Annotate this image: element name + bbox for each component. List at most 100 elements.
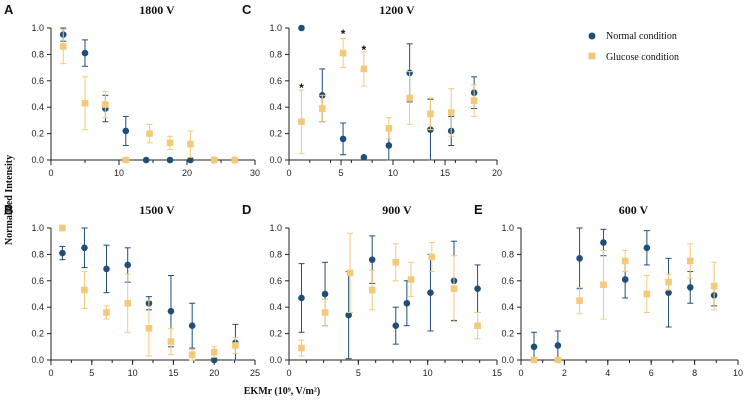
- y-tick-label: 0.6: [31, 276, 44, 286]
- data-point-glucose: [232, 342, 239, 349]
- series-normal: [298, 235, 481, 360]
- data-point-glucose: [167, 338, 175, 345]
- data-point-glucose: [406, 94, 413, 102]
- data-point-glucose: [576, 297, 583, 304]
- significance-marker: *: [362, 43, 367, 57]
- data-point-normal: [530, 343, 538, 351]
- x-tick-label: 6: [649, 368, 654, 378]
- data-point-normal: [81, 244, 88, 252]
- y-tick-label: 0.6: [501, 276, 514, 286]
- panel-d: D 900 V 0.0 0.2 0.4 0.6 0.8 1.0 0 5 10 15: [242, 202, 502, 378]
- data-point-glucose: [474, 322, 481, 329]
- x-tick-label: 10: [733, 368, 743, 378]
- panel-title: 1500 V: [139, 203, 175, 217]
- data-point-normal: [210, 356, 218, 364]
- x-tick-label: 25: [250, 368, 260, 378]
- y-tick-label: 0.6: [269, 76, 282, 86]
- data-point-glucose: [665, 278, 672, 286]
- significance-marker: *: [299, 81, 304, 95]
- y-tick-label: 1.0: [269, 223, 282, 233]
- data-point-normal: [554, 342, 562, 349]
- data-point-glucose: [59, 224, 66, 232]
- data-point-normal: [427, 289, 434, 296]
- x-tick-label: 15: [440, 168, 450, 178]
- data-point-glucose: [187, 140, 194, 148]
- data-point-glucose: [145, 325, 153, 332]
- y-tick-label: 0.6: [269, 276, 282, 286]
- data-point-glucose: [710, 282, 718, 290]
- panel-label: C: [242, 2, 252, 17]
- x-tick-label: 5: [89, 368, 94, 378]
- legend-normal-label: Normal condition: [606, 31, 677, 42]
- data-point-normal: [600, 239, 607, 246]
- data-point-glucose: [339, 49, 347, 57]
- data-point-glucose: [188, 351, 196, 359]
- data-point-glucose: [122, 156, 130, 164]
- data-point-normal: [643, 244, 651, 252]
- y-tick-label: 0.0: [501, 355, 514, 365]
- x-tick-label: 10: [128, 368, 138, 378]
- panel-c: C 1200 V 0.0 0.2 0.4 0.6 0.8 1.0 0 5 10 15 20 * * *: [242, 2, 502, 178]
- panel-title: 600 V: [619, 203, 649, 217]
- panel-label: D: [242, 202, 251, 217]
- chart-panels: A 1800 V0.00.20.40.60.81.00 10 20 30C 1200 V0…: [4, 2, 743, 378]
- legend-normal-marker: [588, 32, 596, 40]
- data-point-glucose: [368, 286, 376, 294]
- x-tick-label: 0: [286, 368, 291, 378]
- panel-e: E 600 V 0.0 0.2 0.4 0.6 0.8 1.0 0 2 4 6 8 10: [474, 202, 743, 378]
- x-tick-label: 20: [492, 168, 502, 178]
- data-point-glucose: [686, 257, 694, 265]
- x-tick-label: 20: [182, 168, 192, 178]
- y-tick-label: 0.2: [269, 129, 282, 139]
- data-point-normal: [167, 307, 175, 315]
- panel-a: A 1800 V 0.0 0.2 0.4 0.6 0.8 1.0 0 10 20 30: [4, 2, 260, 178]
- y-tick-label: 0.2: [269, 329, 282, 339]
- data-point-glucose: [530, 356, 538, 364]
- data-point-normal: [142, 156, 150, 164]
- data-point-glucose: [360, 65, 368, 73]
- y-tick-label: 0.2: [501, 329, 514, 339]
- data-point-glucose: [298, 118, 305, 126]
- data-point-glucose: [554, 356, 562, 364]
- panel-title: 900 V: [382, 203, 412, 217]
- y-tick-label: 0.8: [269, 249, 282, 259]
- y-tick-label: 0.4: [269, 102, 282, 112]
- x-tick-label: 0: [48, 368, 53, 378]
- y-tick-label: 0.2: [31, 329, 44, 339]
- data-point-normal: [345, 311, 352, 319]
- panel-label: B: [4, 202, 13, 217]
- data-point-glucose: [298, 344, 305, 352]
- data-point-normal: [403, 299, 411, 307]
- panel-label: A: [4, 2, 14, 17]
- y-tick-label: 0.4: [269, 302, 282, 312]
- x-tick-label: 10: [114, 168, 124, 178]
- legend: Normal condition Glucose condition: [588, 31, 679, 63]
- x-tick-label: 2: [562, 368, 567, 378]
- legend-glucose-label: Glucose condition: [606, 52, 679, 63]
- y-tick-label: 0.6: [31, 76, 44, 86]
- data-point-normal: [166, 156, 174, 164]
- panel-title: 1200 V: [379, 3, 415, 17]
- data-point-glucose: [81, 286, 88, 294]
- x-tick-label: 15: [168, 368, 178, 378]
- y-tick-label: 0.8: [501, 249, 514, 259]
- panel-b: B 1500 V 0.0 0.2 0.4 0.6 0.8 1.0 0 5 10 15 20 25: [4, 202, 260, 378]
- y-tick-label: 0.8: [269, 49, 282, 59]
- legend-glucose-marker: [588, 52, 596, 60]
- data-point-glucose: [231, 156, 238, 164]
- x-tick-label: 0: [48, 168, 53, 178]
- panel-title: 1800 V: [139, 3, 175, 17]
- x-tick-label: 0: [518, 368, 523, 378]
- y-tick-label: 0.0: [269, 155, 282, 165]
- data-point-glucose: [427, 110, 434, 118]
- data-point-glucose: [210, 348, 218, 356]
- data-point-glucose: [407, 276, 415, 283]
- data-point-normal: [124, 261, 132, 269]
- series-glucose: [59, 28, 238, 164]
- data-point-normal: [187, 156, 194, 164]
- data-point-glucose: [392, 259, 400, 266]
- x-tick-label: 20: [209, 368, 219, 378]
- x-tick-label: 30: [250, 168, 260, 178]
- y-tick-label: 1.0: [501, 223, 514, 233]
- data-point-normal: [360, 154, 368, 161]
